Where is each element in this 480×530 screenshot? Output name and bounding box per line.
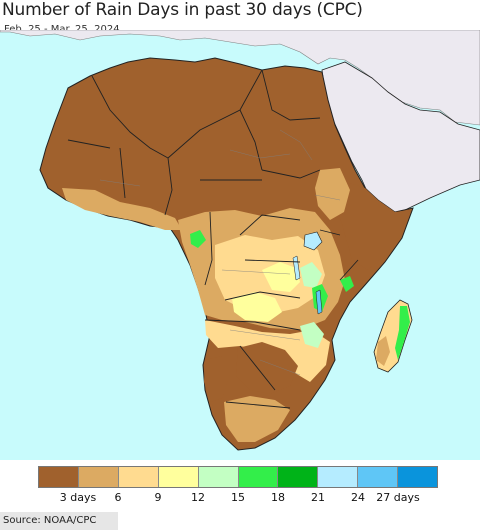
legend-swatch-3 bbox=[118, 467, 159, 487]
namibia-dry-zone bbox=[204, 356, 230, 402]
legend-swatch-1 bbox=[39, 467, 79, 487]
arabia-landmass bbox=[321, 61, 480, 219]
zambia-light-zone bbox=[232, 292, 282, 322]
madagascar-east-green-zone bbox=[395, 306, 410, 360]
legend-swatch-9 bbox=[358, 467, 399, 487]
country-borders bbox=[67, 69, 359, 409]
gabon-green-zone bbox=[190, 230, 206, 248]
rain-days-map bbox=[0, 30, 480, 460]
legend-tick-label: 12 bbox=[191, 491, 205, 504]
legend-tick-label: 27 days bbox=[376, 491, 420, 504]
ethiopia-highlands-zone bbox=[315, 168, 350, 220]
kalahari-dry-zone bbox=[236, 342, 298, 394]
horn-dry-zone bbox=[338, 180, 410, 270]
europe-landmass bbox=[0, 30, 480, 126]
south-africa-mixed-zone bbox=[224, 396, 290, 442]
tanzania-green-zone bbox=[300, 262, 322, 288]
east-africa-light-zone bbox=[262, 262, 300, 292]
lake-malawi bbox=[315, 289, 323, 315]
legend-tick-label: 15 bbox=[231, 491, 245, 504]
lake-victoria bbox=[303, 231, 323, 251]
kenya-green-zone bbox=[340, 276, 354, 292]
legend-tick-label: 24 bbox=[351, 491, 365, 504]
mozambique-green-zone bbox=[300, 322, 324, 348]
legend-swatch-5 bbox=[198, 467, 239, 487]
legend-swatch-2 bbox=[78, 467, 119, 487]
legend-swatch-7 bbox=[278, 467, 319, 487]
madagascar-west-dry-zone bbox=[376, 336, 390, 366]
legend-color-scale bbox=[38, 466, 438, 488]
legend-tick-label: 18 bbox=[271, 491, 285, 504]
legend-tick-label: 21 bbox=[311, 491, 325, 504]
date-range: Feb. 25 - Mar. 25, 2024 bbox=[4, 24, 120, 35]
legend-tick-label: 6 bbox=[114, 491, 122, 504]
legend-swatch-6 bbox=[238, 467, 279, 487]
admin-borders bbox=[99, 129, 341, 376]
legend-swatch-4 bbox=[158, 467, 199, 487]
legend-swatch-8 bbox=[318, 467, 359, 487]
west-africa-coastal-zone bbox=[62, 188, 182, 230]
legend-tick-label: 3 days bbox=[59, 491, 97, 504]
source-credit: Source: NOAA/CPC bbox=[0, 512, 118, 530]
map-title: Number of Rain Days in past 30 days (CPC… bbox=[2, 0, 363, 20]
legend-swatch-10 bbox=[398, 467, 438, 487]
legend-tick-label: 9 bbox=[154, 491, 162, 504]
